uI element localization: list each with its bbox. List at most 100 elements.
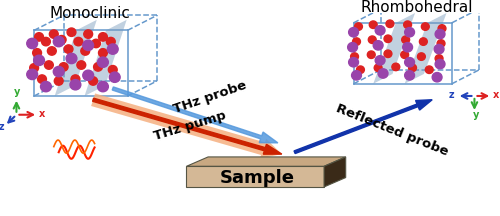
Circle shape	[348, 43, 358, 52]
Circle shape	[408, 64, 416, 71]
Circle shape	[356, 66, 364, 73]
FancyArrow shape	[112, 87, 278, 143]
Circle shape	[402, 36, 409, 43]
Text: Monoclinic: Monoclinic	[50, 6, 130, 21]
Circle shape	[368, 51, 375, 59]
Text: THz probe: THz probe	[172, 79, 248, 116]
Circle shape	[83, 70, 94, 81]
Text: z: z	[0, 122, 4, 132]
Text: x: x	[493, 90, 500, 100]
Text: y: y	[472, 110, 479, 119]
Circle shape	[34, 55, 44, 65]
Circle shape	[435, 59, 445, 69]
Circle shape	[373, 41, 383, 50]
Circle shape	[81, 47, 90, 55]
Circle shape	[54, 67, 64, 77]
Circle shape	[375, 26, 385, 35]
Circle shape	[59, 63, 68, 71]
Circle shape	[106, 37, 115, 46]
Circle shape	[374, 64, 382, 71]
Text: Reflected probe: Reflected probe	[334, 102, 450, 159]
Circle shape	[378, 69, 388, 78]
Polygon shape	[324, 157, 345, 187]
Circle shape	[27, 69, 38, 79]
Circle shape	[404, 71, 414, 80]
Text: THz pump: THz pump	[152, 109, 228, 143]
Circle shape	[375, 56, 385, 65]
Circle shape	[352, 38, 360, 45]
FancyArrow shape	[92, 98, 282, 154]
Circle shape	[354, 23, 362, 30]
Circle shape	[418, 53, 426, 60]
Circle shape	[70, 79, 81, 90]
Circle shape	[42, 37, 50, 46]
Circle shape	[348, 57, 358, 67]
Circle shape	[348, 27, 358, 37]
Circle shape	[38, 75, 46, 83]
Circle shape	[386, 20, 394, 27]
Circle shape	[98, 57, 108, 67]
Circle shape	[54, 37, 64, 47]
Circle shape	[84, 30, 92, 38]
Circle shape	[92, 39, 100, 48]
Circle shape	[40, 81, 52, 92]
Circle shape	[77, 61, 86, 69]
Circle shape	[66, 53, 77, 64]
Circle shape	[435, 29, 445, 39]
Circle shape	[67, 28, 76, 37]
Polygon shape	[54, 20, 97, 96]
Circle shape	[404, 21, 411, 29]
Circle shape	[108, 44, 118, 54]
Circle shape	[350, 53, 358, 60]
Circle shape	[34, 33, 43, 41]
Circle shape	[384, 35, 392, 43]
Circle shape	[98, 81, 108, 92]
Circle shape	[94, 63, 102, 71]
Polygon shape	[186, 166, 324, 187]
Circle shape	[434, 44, 444, 54]
FancyArrow shape	[91, 94, 282, 159]
Circle shape	[88, 77, 98, 85]
Circle shape	[108, 65, 117, 74]
Text: z: z	[449, 90, 454, 100]
Text: Rhombohedral: Rhombohedral	[360, 0, 472, 15]
FancyArrow shape	[294, 100, 432, 154]
Circle shape	[54, 77, 63, 85]
Circle shape	[392, 63, 400, 71]
Circle shape	[404, 57, 414, 67]
Circle shape	[370, 21, 377, 29]
Circle shape	[435, 55, 443, 62]
Circle shape	[71, 75, 80, 83]
Circle shape	[64, 45, 73, 53]
Circle shape	[50, 30, 58, 38]
Polygon shape	[84, 20, 126, 96]
Circle shape	[30, 64, 38, 72]
Circle shape	[432, 73, 442, 82]
Polygon shape	[373, 13, 415, 84]
Circle shape	[438, 25, 446, 32]
Circle shape	[404, 27, 414, 37]
Circle shape	[110, 72, 120, 82]
Polygon shape	[186, 157, 346, 166]
Circle shape	[402, 43, 412, 52]
Circle shape	[74, 37, 83, 46]
Circle shape	[437, 40, 445, 47]
Text: y: y	[14, 87, 20, 97]
Circle shape	[420, 38, 428, 45]
Circle shape	[98, 49, 108, 57]
Circle shape	[400, 51, 408, 59]
Circle shape	[368, 36, 376, 43]
Circle shape	[83, 40, 94, 51]
Circle shape	[48, 47, 56, 55]
Text: Sample: Sample	[220, 170, 294, 187]
Circle shape	[426, 66, 433, 73]
Circle shape	[27, 38, 38, 49]
Text: x: x	[39, 109, 46, 119]
Circle shape	[57, 35, 66, 44]
Circle shape	[98, 33, 108, 41]
Circle shape	[422, 23, 429, 30]
Circle shape	[44, 61, 54, 69]
Circle shape	[352, 71, 362, 80]
Circle shape	[32, 49, 42, 57]
Circle shape	[384, 50, 392, 57]
